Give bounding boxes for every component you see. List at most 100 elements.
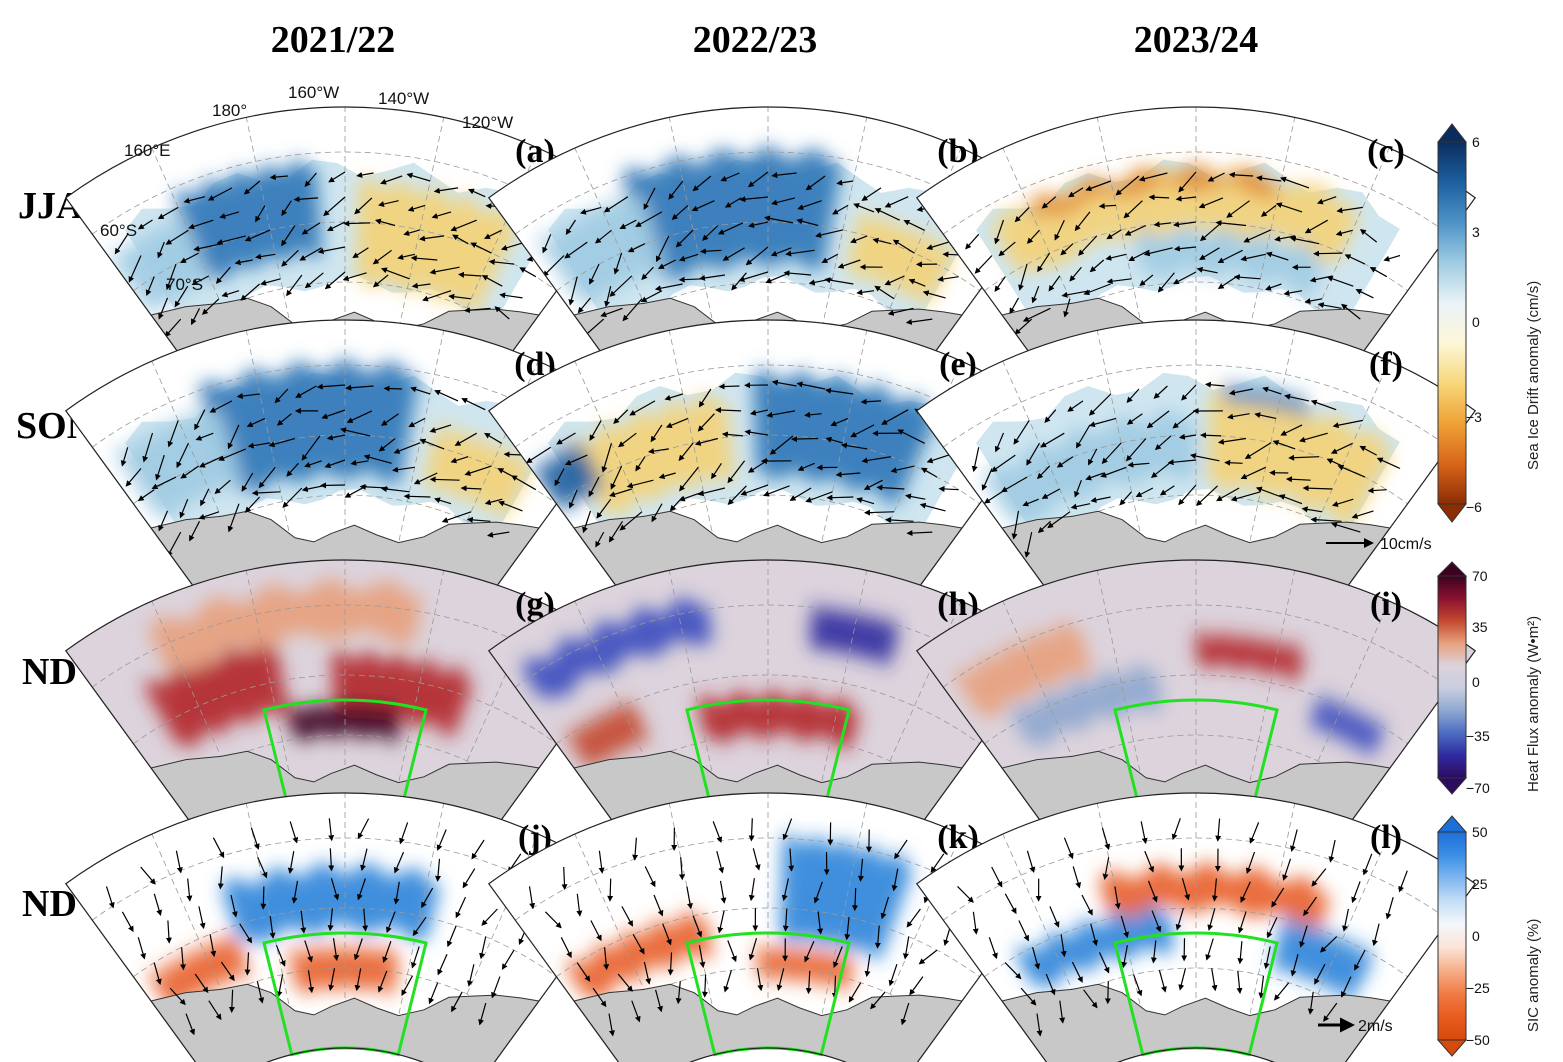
vector-arrow	[825, 387, 854, 395]
vector-arrow	[919, 502, 946, 512]
vector-arrow	[770, 247, 792, 257]
vector-arrow	[487, 531, 510, 538]
colorbar-sic-label: SIC anomaly (%)	[1525, 919, 1542, 1032]
latitude-line	[556, 434, 980, 505]
vector-arrow	[715, 407, 742, 414]
vector-arrow	[542, 234, 552, 254]
vector-arrow	[1147, 880, 1158, 903]
vector-arrow	[209, 934, 217, 958]
vector-arrow	[720, 172, 740, 182]
vector-arrow	[1173, 245, 1197, 252]
vector-arrow	[658, 472, 676, 480]
vector-arrow	[1172, 409, 1197, 429]
vector-arrow	[1085, 180, 1112, 192]
vector-arrow	[1278, 494, 1303, 505]
vector-arrow	[542, 255, 565, 277]
vector-arrow	[167, 420, 179, 448]
vector-arrow	[718, 383, 740, 390]
vector-field	[957, 818, 1408, 1037]
vector-arrow	[840, 442, 868, 450]
vector-arrow	[897, 429, 925, 444]
vector-arrow	[353, 938, 363, 961]
latitude-line	[556, 221, 980, 292]
longitude-line	[390, 803, 445, 1053]
vector-arrow	[328, 968, 336, 991]
vector-arrow	[198, 906, 206, 930]
vector-arrow	[403, 493, 431, 500]
panel-field	[943, 793, 1449, 1062]
vector-arrow	[481, 908, 498, 926]
vector-arrow	[1106, 229, 1122, 240]
vector-arrow	[1068, 187, 1084, 198]
vector-arrow	[1178, 484, 1197, 506]
vector-arrow	[422, 290, 452, 302]
vector-arrow	[619, 511, 643, 531]
vector-arrow	[1304, 298, 1323, 304]
vector-arrow	[833, 946, 843, 969]
vector-arrow	[600, 307, 623, 318]
vector-arrow	[1098, 952, 1110, 974]
vector-arrow	[1181, 384, 1197, 401]
colorbar-drift-tick: 6	[1472, 134, 1480, 150]
vector-arrow	[479, 936, 487, 960]
vector-arrow	[653, 894, 664, 917]
vector-arrow	[412, 916, 427, 937]
vector-arrow	[627, 243, 646, 253]
vector-arrow	[738, 271, 769, 282]
vector-arrow	[1233, 274, 1261, 281]
vector-arrow	[1088, 417, 1117, 428]
vector-arrow	[698, 945, 706, 969]
vector-arrow	[1310, 399, 1337, 411]
vector-arrow	[145, 276, 155, 297]
vector-arrow	[1207, 908, 1216, 931]
vector-arrow	[588, 476, 600, 498]
longitude-line	[813, 570, 868, 820]
vector-arrow	[1304, 219, 1328, 234]
colorbar-sic-top-cap	[1436, 815, 1468, 833]
vector-arrow	[155, 454, 165, 481]
vector-arrow	[397, 253, 415, 260]
vector-arrow	[1115, 175, 1140, 196]
vector-arrow	[906, 908, 921, 928]
vector-arrow	[1100, 466, 1127, 478]
anomaly-patch	[955, 619, 1092, 717]
colorbar-heat-tick: −35	[1466, 728, 1490, 744]
vector-arrow	[771, 197, 796, 206]
vector-arrow	[1139, 274, 1154, 287]
vector-arrow	[441, 511, 472, 523]
vector-arrow	[595, 531, 605, 548]
longitude-line	[813, 803, 868, 1053]
vector-arrow	[301, 435, 321, 461]
vector-arrow	[1044, 409, 1057, 424]
vector-arrow	[411, 282, 431, 289]
vector-arrow	[1303, 896, 1317, 917]
vector-arrow	[383, 385, 403, 392]
latitude-line	[556, 674, 980, 745]
anomaly-patch	[221, 860, 441, 944]
vector-arrow	[289, 821, 299, 844]
colorbar-drift-tick: −6	[1466, 499, 1482, 515]
vector-arrow	[1372, 923, 1380, 947]
vector-arrow	[300, 910, 307, 934]
vector-arrow	[991, 454, 1016, 473]
vector-arrow	[435, 858, 442, 882]
vector-arrow	[291, 880, 299, 904]
vector-arrow	[1041, 196, 1057, 209]
vector-arrow	[183, 196, 205, 204]
vector-arrow	[1001, 476, 1028, 493]
anomaly-patch	[1272, 912, 1374, 1002]
vector-arrow	[1337, 464, 1366, 478]
vector-arrow	[1081, 894, 1093, 916]
vector-arrow	[1178, 171, 1197, 193]
vector-arrow	[1265, 251, 1289, 261]
vector-arrow	[332, 938, 340, 962]
latitude-line	[133, 907, 557, 978]
vector-arrow	[436, 829, 447, 851]
vector-arrow	[870, 991, 886, 1010]
vector-arrow	[610, 465, 623, 490]
vector-arrow	[328, 818, 335, 842]
vector-arrow	[825, 436, 843, 444]
anomaly-patch	[287, 697, 402, 745]
vector-arrow	[448, 293, 472, 300]
